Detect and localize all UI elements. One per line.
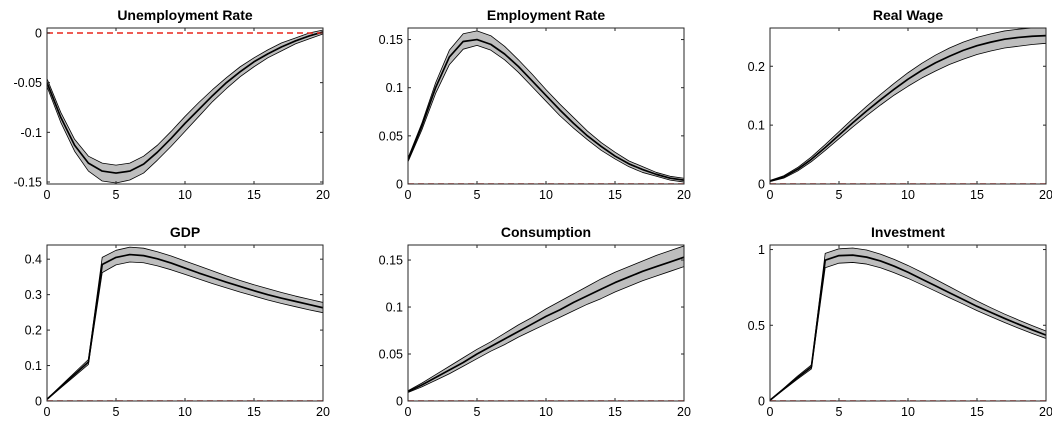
chart-title: Real Wage	[873, 7, 943, 23]
data-layer	[408, 30, 684, 184]
y-tick-label: 0.2	[748, 60, 765, 74]
y-tick-label: -0.05	[14, 76, 43, 90]
x-tick-label: 10	[539, 188, 553, 202]
y-tick-label: 0	[35, 395, 42, 409]
median-line	[408, 256, 684, 393]
x-tick-label: 10	[901, 405, 915, 419]
upper-bound-line	[408, 245, 684, 392]
median-line	[47, 31, 323, 174]
panel-investment: 0 5 10 15 20 0 0.5 1 Investment	[748, 224, 1052, 419]
data-layer	[770, 247, 1046, 401]
x-tick-label: 15	[247, 405, 261, 419]
upper-bound-line	[408, 30, 684, 179]
x-tick-label: 5	[836, 405, 843, 419]
x-tick-label: 20	[677, 188, 691, 202]
upper-bound-line	[47, 29, 323, 166]
x-tick-label: 20	[677, 405, 691, 419]
data-layer	[408, 245, 684, 401]
x-tick-label: 10	[539, 405, 553, 419]
y-tick-label: 0	[396, 178, 403, 192]
chart-title: Investment	[871, 224, 945, 240]
y-tick-label: 0.1	[386, 81, 403, 95]
lower-bound-line	[47, 33, 323, 184]
lower-bound-line	[770, 42, 1046, 183]
y-tick-label: 0.3	[25, 288, 42, 302]
y-tick-label: -0.15	[14, 176, 43, 190]
panel-gdp: 0 5 10 15 20 0 0.1 0.2 0.3 0.4 GDP	[25, 224, 330, 419]
x-tick-label: 5	[113, 405, 120, 419]
y-tick-label: -0.1	[20, 126, 42, 140]
y-tick-label: 0	[35, 26, 42, 40]
plot-area	[46, 27, 324, 185]
upper-bound-line	[770, 28, 1042, 181]
chart-title: Unemployment Rate	[117, 7, 253, 23]
lower-bound-line	[408, 44, 684, 183]
x-tick-label: 0	[767, 188, 774, 202]
x-tick-label: 5	[474, 405, 481, 419]
x-tick-label: 20	[316, 188, 330, 202]
x-tick-label: 0	[767, 405, 774, 419]
median-line	[770, 34, 1046, 182]
x-tick-label: 20	[316, 405, 330, 419]
panel-unemployment-rate: 0 5 10 15 20 -0.15 -0.1 -0.05 0 Unemployment Rate	[14, 7, 330, 202]
x-tick-label: 0	[405, 405, 412, 419]
x-tick-label: 15	[970, 188, 984, 202]
median-line	[47, 253, 323, 400]
x-tick-label: 15	[608, 405, 622, 419]
x-tick-label: 15	[247, 188, 261, 202]
panel-consumption: 0 5 10 15 20 0 0.05 0.1 0.15 Consumption	[379, 224, 691, 419]
x-tick-label: 15	[970, 405, 984, 419]
x-tick-label: 5	[474, 188, 481, 202]
data-layer	[47, 29, 323, 184]
x-tick-label: 0	[405, 188, 412, 202]
x-tick-label: 5	[836, 188, 843, 202]
y-tick-label: 0.1	[748, 119, 765, 133]
y-tick-label: 0.1	[25, 359, 42, 373]
x-tick-label: 20	[1039, 405, 1052, 419]
y-tick-label: 0	[758, 395, 765, 409]
x-tick-label: 20	[1039, 188, 1052, 202]
y-tick-label: 0.1	[386, 301, 403, 315]
chart-title: Consumption	[501, 224, 591, 240]
x-tick-label: 0	[44, 405, 51, 419]
x-tick-label: 15	[608, 188, 622, 202]
y-tick-label: 0.2	[25, 324, 42, 338]
chart-title: Employment Rate	[487, 7, 605, 23]
x-tick-label: 0	[44, 188, 51, 202]
y-tick-label: 1	[758, 243, 765, 257]
panel-real-wage: 0 5 10 15 20 0 0.1 0.2 Real Wage	[748, 7, 1052, 202]
confidence-band	[47, 247, 323, 400]
y-tick-label: 0.4	[25, 253, 42, 267]
lower-bound-line	[408, 266, 684, 393]
y-tick-label: 0	[758, 178, 765, 192]
median-line	[770, 254, 1046, 401]
chart-title: GDP	[170, 224, 200, 240]
y-tick-label: 0.5	[748, 319, 765, 333]
x-tick-label: 5	[113, 188, 120, 202]
x-tick-label: 10	[178, 188, 192, 202]
y-tick-label: 0.05	[379, 129, 403, 143]
y-tick-label: 0.05	[379, 348, 403, 362]
x-tick-label: 10	[178, 405, 192, 419]
y-tick-label: 0.15	[379, 33, 403, 47]
data-layer	[770, 28, 1046, 184]
x-tick-label: 10	[901, 188, 915, 202]
median-line	[408, 38, 684, 181]
data-layer	[47, 246, 323, 401]
y-tick-label: 0.15	[379, 254, 403, 268]
y-tick-label: 0	[396, 395, 403, 409]
panel-employment-rate: 0 5 10 15 20 0 0.05 0.1 0.15 Employment Rate	[379, 7, 691, 202]
confidence-band	[770, 28, 1046, 182]
